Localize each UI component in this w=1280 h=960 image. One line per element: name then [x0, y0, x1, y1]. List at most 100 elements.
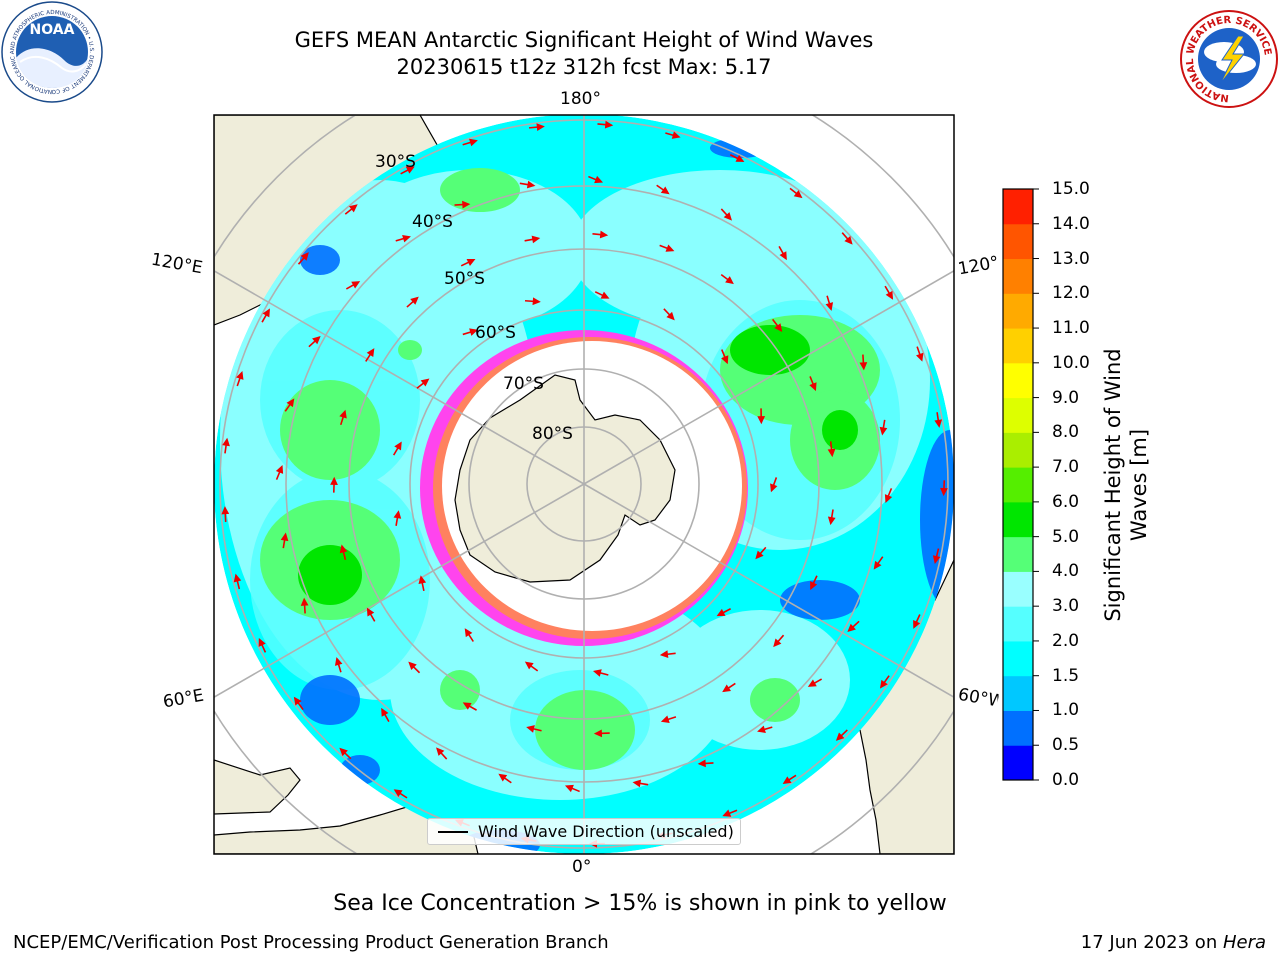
wind-wave-arrow-head: [221, 506, 230, 515]
noaa-logo: NOAA NATIONAL OCEANIC AND ATMOSPHERIC AD…: [0, 0, 103, 103]
footer-date-text: 17 Jun 2023 on: [1080, 932, 1223, 953]
colorbar-segment: [1003, 467, 1033, 503]
colorbar-segment: [1003, 640, 1033, 677]
colorbar-tick-label: 1.5: [1052, 665, 1080, 686]
colorbar-tick-label: 6.0: [1052, 491, 1080, 512]
wind-wave-arrow-head: [721, 355, 729, 365]
wind-wave-arrow-head: [735, 154, 745, 162]
wind-wave-arrow-head: [418, 575, 427, 585]
wind-wave-arrow-head: [300, 597, 309, 606]
wind-wave-arrow-head: [532, 297, 541, 306]
wind-wave-arrow-head: [757, 725, 766, 734]
wind-wave-arrow-head: [934, 419, 943, 428]
wind-wave-arrow-head: [402, 234, 411, 243]
wind-wave-arrow-head: [330, 476, 338, 485]
colorbar-segment: [1003, 223, 1033, 260]
wind-wave-arrow-head: [757, 416, 766, 425]
wind-wave-arrow-head: [773, 638, 782, 648]
colorbar-tick-label: 8.0: [1052, 422, 1080, 443]
wind-wave-arrow-head: [632, 779, 642, 788]
wind-wave-arrow-head: [526, 180, 536, 189]
wind-wave-arrow-head: [825, 302, 834, 311]
wind-wave-arrow-head: [835, 732, 845, 741]
colorbar-segment: [1003, 397, 1033, 433]
colorbar-label: Significant Height of Wind Waves [m]: [1101, 348, 1151, 622]
wind-wave-arrow-head: [660, 186, 670, 195]
colorbar-tick-label: 15.0: [1052, 179, 1090, 199]
wind-wave-arrow-head: [498, 773, 508, 782]
colorbar-tick-label: 13.0: [1052, 248, 1090, 269]
wind-wave-arrow-head: [293, 696, 302, 706]
wind-wave-arrow-head: [526, 725, 535, 733]
wind-wave-arrow-head: [393, 510, 402, 519]
wind-wave-arrow-head: [436, 747, 445, 756]
wind-wave-arrow-head: [594, 175, 604, 184]
footer-host: Hera: [1222, 932, 1266, 953]
lon-label-0: 0°: [572, 857, 592, 877]
wind-wave-arrow-head: [536, 123, 545, 131]
wind-wave-arrow-head: [464, 628, 473, 638]
wind-wave-arrow-head: [405, 166, 415, 174]
wind-wave-arrow-head: [312, 336, 321, 345]
colorbar-segment: [1003, 258, 1033, 294]
wind-wave-arrow-head: [339, 747, 348, 757]
wind-wave-arrow-head: [420, 378, 430, 387]
wind-wave-arrow-head: [462, 702, 472, 710]
graticule: [214, 115, 954, 854]
wind-wave-arrow-head: [932, 555, 941, 564]
colorbar-tick-label: 0.5: [1052, 735, 1080, 756]
wind-wave-arrow-head: [859, 362, 868, 371]
wind-wave-arrow-head: [809, 382, 817, 392]
legend-label: Wind Wave Direction (unscaled): [478, 822, 734, 841]
wind-wave-arrow-head: [593, 729, 603, 738]
footer-date: 17 Jun 2023 on Hera: [1081, 932, 1266, 953]
wind-wave-arrow-head: [755, 550, 764, 560]
chart-title: GEFS MEAN Antarctic Significant Height o…: [294, 28, 874, 52]
wind-wave-arrow-head: [660, 715, 670, 723]
colorbar-tick-label: 9.0: [1052, 387, 1080, 408]
wind-wave-arrow-head: [827, 516, 836, 526]
colorbar-tick-label: 11.0: [1052, 318, 1090, 339]
map-frame: [213, 114, 955, 855]
colorbar-segment: [1003, 571, 1033, 607]
wind-wave-arrow-head: [847, 623, 856, 632]
wind-wave-arrow-head: [810, 581, 818, 591]
noaa-logo-text: NOAA: [30, 22, 75, 38]
wind-wave-arrow-head: [351, 281, 361, 289]
colorbar-tick-label: 0.0: [1052, 770, 1080, 790]
wind-wave-arrow-head: [366, 348, 375, 357]
wind-wave-arrow-head: [782, 776, 792, 784]
colorbar-border: [1002, 188, 1034, 781]
colorbar-segment: [1003, 675, 1033, 711]
wind-wave-arrow-head: [666, 311, 675, 321]
wind-wave-arrow-head: [827, 448, 836, 458]
legend-line-swatch: [438, 831, 468, 833]
wind-wave-arrow-head: [462, 200, 471, 209]
wind-wave-arrow-head: [564, 784, 574, 793]
wind-wave-arrow-head: [725, 276, 734, 285]
nws-logo: NATIONAL WEATHER SERVICE: [1180, 10, 1278, 108]
wind-wave-arrow-head: [604, 120, 614, 129]
lat-label-40s: 40°S: [412, 212, 453, 232]
colorbar-segment: [1003, 606, 1033, 642]
colorbar: [1002, 188, 1039, 781]
colorbar-tick-label: 2.0: [1052, 630, 1080, 651]
wind-wave-arrow-head: [779, 251, 787, 261]
colorbar-segment: [1003, 501, 1033, 538]
colorbar-segment: [1003, 710, 1033, 746]
chart-subtitle: 20230615 t12z 312h fcst Max: 5.17: [396, 55, 772, 79]
wind-wave-arrow-head: [469, 138, 478, 147]
wind-wave-arrow-head: [524, 661, 534, 670]
colorbar-segment: [1003, 328, 1033, 364]
wind-wave-arrow-head: [665, 244, 675, 252]
colorbar-tick-label: 7.0: [1052, 457, 1080, 478]
lon-label-180: 180°: [560, 89, 601, 109]
colorbar-tick-label: 3.0: [1052, 596, 1080, 617]
colorbar-tick-label: 4.0: [1052, 561, 1080, 582]
wind-wave-arrow-head: [885, 290, 894, 300]
wind-wave-arrow-head: [723, 212, 732, 221]
wind-wave-arrow-head: [233, 573, 242, 583]
wind-wave-arrow-head: [722, 809, 732, 817]
wind-wave-arrow-head: [913, 619, 921, 629]
